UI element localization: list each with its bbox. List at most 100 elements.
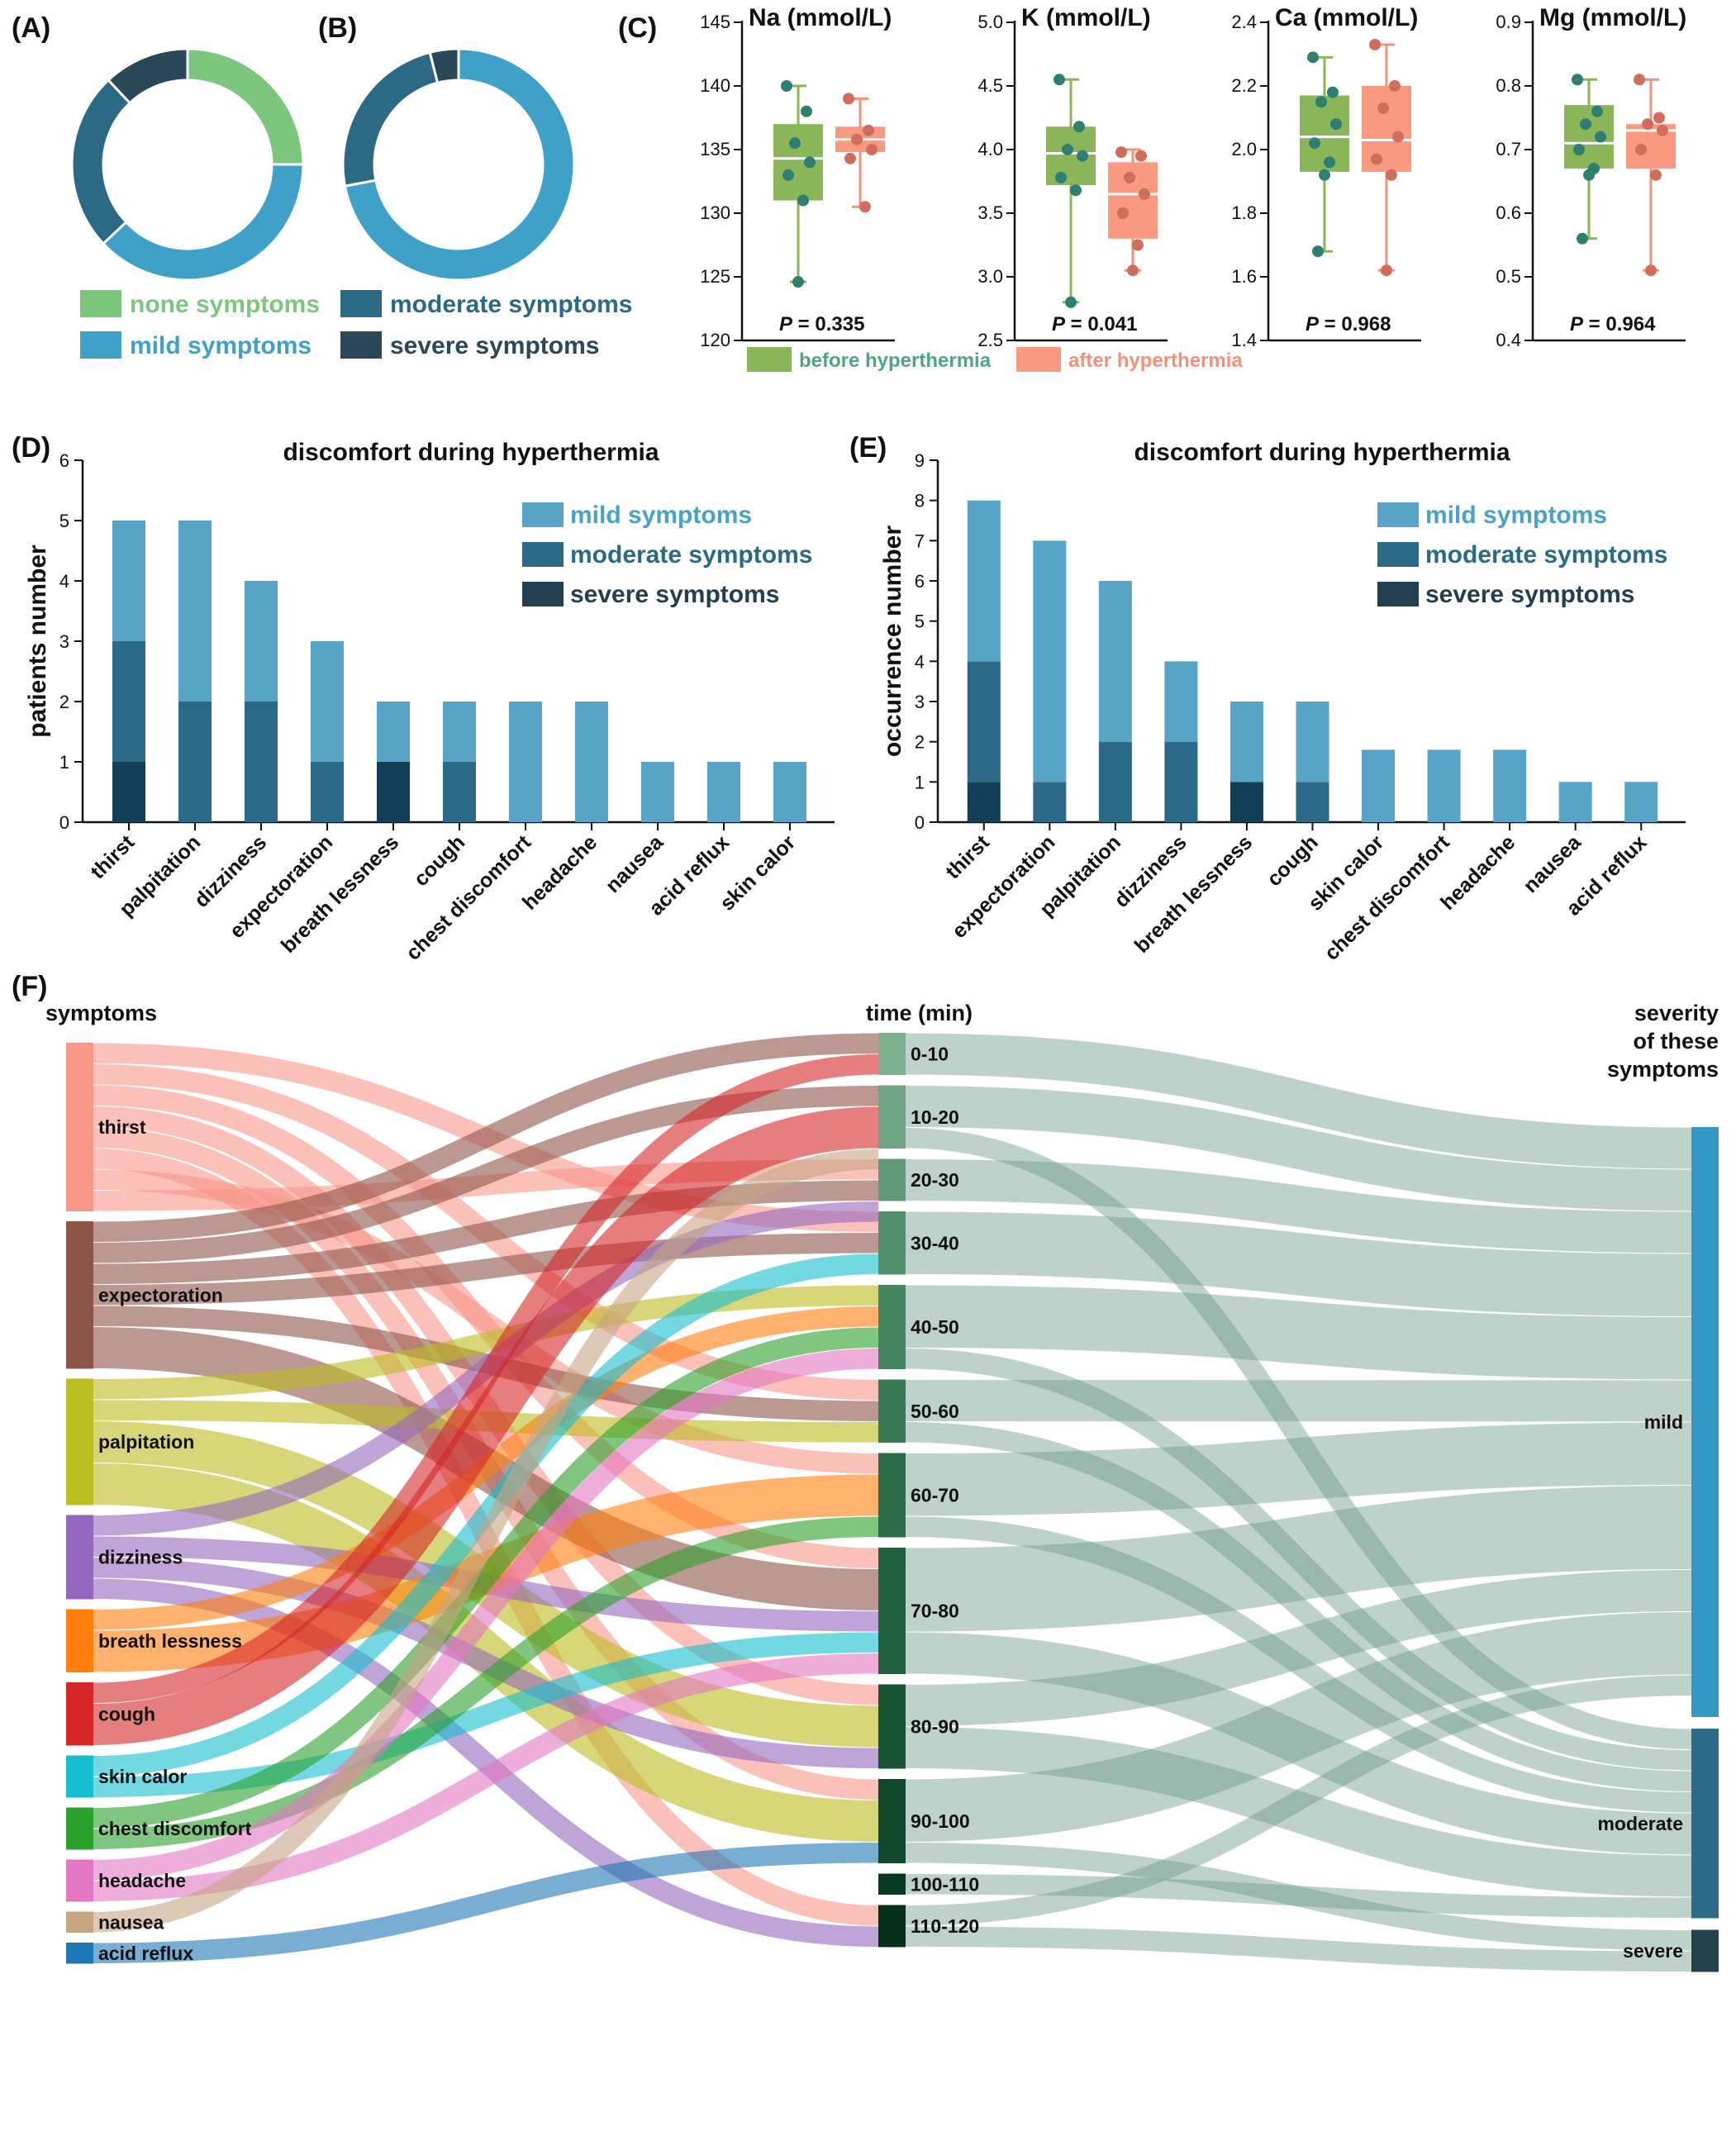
p-value: P = 0.968 [1306, 313, 1391, 335]
after-point [1369, 38, 1381, 50]
y-tick-label: 1.6 [1231, 266, 1257, 287]
after-point [1377, 102, 1389, 114]
y-tick-label: 9 [915, 450, 925, 471]
panel-label-c: (C) [618, 12, 657, 44]
link-nausea-10-20 [93, 1149, 879, 1933]
y-tick-label: 3 [59, 631, 69, 652]
node-time-60-70 [878, 1453, 906, 1538]
bar-moderate-palpitation [178, 702, 212, 822]
before-point [804, 156, 816, 169]
node-skin-calor [66, 1755, 93, 1798]
before-point [1315, 96, 1327, 108]
node-breath-lessness [66, 1609, 93, 1672]
node-label: cough [98, 1703, 155, 1724]
y-tick-label: 1.4 [1231, 330, 1257, 350]
bar-mild-thirst [112, 521, 145, 641]
bar-severe-breath-lessness [377, 762, 410, 822]
bar-mild-nausea [641, 762, 674, 822]
legend-label-severe: severe symptoms [1425, 581, 1634, 608]
after-point [1635, 144, 1647, 155]
bar-mild-skin-calor [1362, 749, 1396, 822]
link-expectoration-0-10 [93, 1033, 879, 1242]
legend-label-mild: mild symptoms [570, 502, 752, 529]
node-acid-reflux [66, 1943, 93, 1964]
link-90-100-severe [905, 1843, 1692, 1951]
after-point [844, 152, 856, 164]
after-point [1650, 169, 1662, 181]
before-point [1065, 296, 1077, 308]
node-label: moderate [1597, 1813, 1683, 1834]
x-tick-label: cough [1263, 830, 1323, 891]
y-tick-label: 0.5 [1496, 266, 1521, 287]
p-number: = 0.041 [1065, 313, 1137, 335]
boxplot-title: K (mmol/L) [1021, 4, 1151, 31]
after-point [1386, 169, 1397, 181]
bar-mild-thirst [967, 500, 1001, 662]
before-point [801, 105, 812, 117]
bar-severe-thirst [112, 762, 145, 822]
y-tick-label: 2 [59, 692, 69, 712]
y-tick-label: 2.2 [1231, 75, 1257, 96]
boxplot-k: 2.5 3.0 3.5 4.0 4.5 5.0 K (mmol/L) P = 0.041 [977, 4, 1168, 350]
bar-chart-e: discomfort during hyperthermia occurrence… [879, 439, 1686, 965]
before-point [1053, 74, 1065, 86]
bar-mild-nausea [1558, 782, 1592, 822]
boxplots-c: 120 125 130 135 140 145 Na (mmol/L) P = 0.335 2.… [700, 4, 1686, 350]
y-tick-label: 0.7 [1496, 139, 1521, 159]
donut-slice-mild-symptoms [101, 163, 305, 282]
legend-label-mild: mild symptoms [1425, 502, 1607, 529]
y-tick-label: 145 [700, 12, 730, 32]
node-nausea [66, 1911, 93, 1933]
p-label: P [1570, 313, 1584, 335]
node-time-110-120 [878, 1905, 906, 1948]
x-tick-label: nausea [1519, 830, 1586, 897]
bar-moderate-thirst [112, 641, 145, 762]
node-thirst [66, 1043, 93, 1211]
bar-moderate-expectoration [311, 762, 344, 822]
node-label: 10-20 [911, 1106, 959, 1128]
bar-mild-skin-calor [773, 762, 806, 822]
donut-chart-a [70, 47, 305, 282]
node-time-10-20 [878, 1085, 906, 1149]
node-label: skin calor [98, 1766, 187, 1787]
node-label: palpitation [98, 1431, 194, 1453]
panel-label-b: (B) [318, 12, 357, 44]
after-point [866, 144, 878, 155]
bar-mild-breath-lessness [1229, 702, 1263, 782]
before-point [1312, 245, 1324, 258]
legend-label-moderate: moderate symptoms [390, 291, 632, 318]
node-label: 90-100 [911, 1810, 970, 1832]
after-point [1139, 188, 1150, 200]
before-box [1300, 95, 1349, 172]
before-point [1591, 105, 1603, 117]
y-tick-label: 7 [915, 530, 925, 551]
x-tick-label: thirst [86, 830, 139, 883]
node-label: expectoration [98, 1284, 223, 1306]
after-point [1371, 153, 1382, 165]
y-tick-label: 1 [915, 772, 925, 792]
bar-mild-acid-reflux [707, 762, 740, 822]
before-point [781, 80, 792, 92]
legend-label-mild: mild symptoms [130, 332, 312, 359]
link-chest-discomfort-60-70 [93, 1516, 879, 1849]
before-point [1062, 144, 1073, 155]
node-label: 100-110 [911, 1873, 979, 1895]
after-point [1135, 150, 1147, 162]
bar-mild-headache [575, 702, 608, 822]
y-tick-label: 5 [59, 511, 69, 531]
bar-moderate-cough [443, 762, 476, 822]
node-label: 30-40 [911, 1232, 959, 1253]
node-time-30-40 [878, 1211, 906, 1275]
p-value: P = 0.041 [1052, 313, 1137, 335]
bar-mild-dizziness [1164, 661, 1198, 742]
before-point [797, 194, 809, 207]
y-tick-label: 5.0 [977, 12, 1003, 32]
p-label: P [1306, 313, 1320, 335]
node-label: 50-60 [911, 1401, 959, 1422]
boxplot-title: Ca (mmol/L) [1275, 4, 1418, 31]
before-point [1327, 86, 1339, 98]
legend-swatch-mild [80, 331, 121, 359]
link-dizziness-80-90 [93, 1558, 879, 1768]
before-point [1572, 74, 1583, 86]
